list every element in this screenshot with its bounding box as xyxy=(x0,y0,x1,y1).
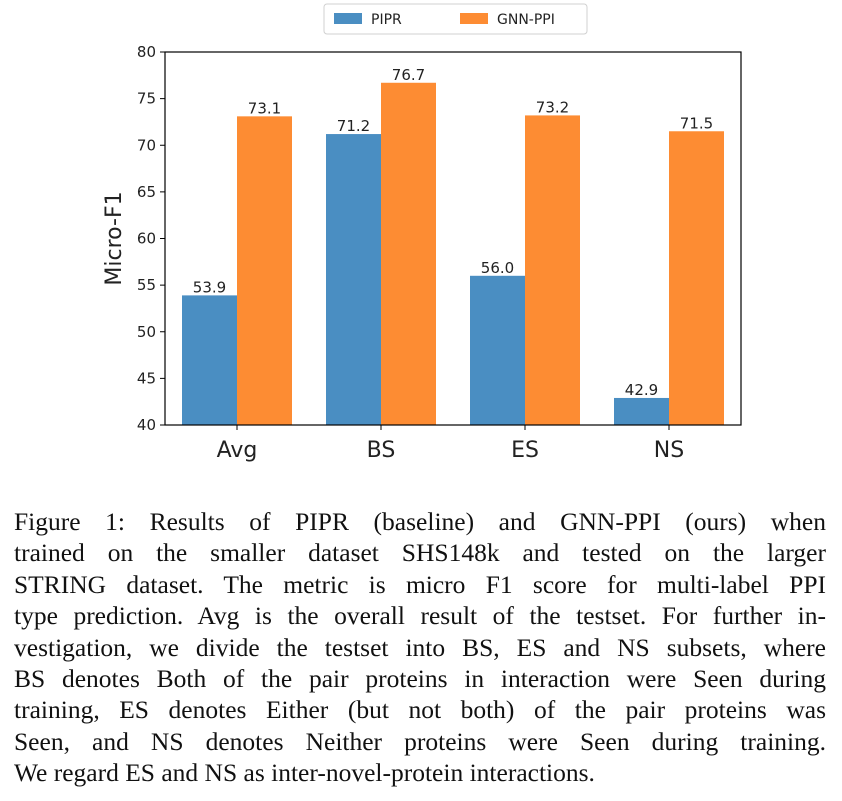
legend-box xyxy=(323,3,588,35)
plot-frame xyxy=(164,51,742,426)
y-tick-label: 55 xyxy=(137,276,156,294)
legend-swatch-pipr xyxy=(334,13,362,24)
bar-pipr-avg xyxy=(182,295,237,425)
x-tick-label: ES xyxy=(511,438,539,463)
data-label: 73.1 xyxy=(248,99,281,117)
data-label: 71.5 xyxy=(680,114,713,132)
bar-gnn-ppi-ns xyxy=(669,131,724,425)
bar-pipr-es xyxy=(470,275,525,425)
data-label: 56.0 xyxy=(481,259,514,277)
data-label: 71.2 xyxy=(337,117,370,135)
y-tick-label: 45 xyxy=(137,369,156,387)
caption-line: vestigation, we divide the testset into … xyxy=(14,632,826,662)
y-tick-label: 80 xyxy=(137,43,156,61)
bar-pipr-ns xyxy=(614,397,669,425)
bar-gnn-ppi-bs xyxy=(381,82,436,426)
caption-line: trained on the smaller dataset SHS148k a… xyxy=(14,538,826,568)
x-tick-label: Avg xyxy=(217,438,258,463)
caption-line: Figure 1: Results of PIPR (baseline) and… xyxy=(14,507,826,536)
bar-gnn-ppi-es xyxy=(525,115,580,425)
caption-line: training, ES denotes Either (but not bot… xyxy=(14,695,826,725)
y-tick-label: 60 xyxy=(137,230,156,248)
y-tick-label: 50 xyxy=(137,323,156,341)
caption-line: type prediction. Avg is the overall resu… xyxy=(14,601,826,631)
data-label: 42.9 xyxy=(625,381,658,399)
data-label: 76.7 xyxy=(392,66,425,84)
bar-gnn-ppi-avg xyxy=(237,116,292,425)
y-axis-label: Micro-F1 xyxy=(102,191,127,285)
legend-swatch-gnn-ppi xyxy=(460,13,488,24)
legend: PIPR GNN-PPI xyxy=(323,3,588,35)
bar-chart: PIPR GNN-PPI 53.9 73.1 71.2 76.7 56.0 73.2 42.9… xyxy=(102,3,742,463)
x-tick-label: NS xyxy=(654,438,684,463)
y-axis: 40 45 50 55 60 65 70 75 80 xyxy=(137,43,165,434)
caption-line: Seen, and NS denotes Neither proteins we… xyxy=(14,726,826,756)
figure-caption: Figure 1: Results of PIPR (baseline) and… xyxy=(14,506,826,789)
x-axis: Avg BS ES NS xyxy=(217,425,684,463)
legend-label: GNN-PPI xyxy=(497,12,555,28)
y-tick-label: 70 xyxy=(137,136,156,154)
caption-line: BS denotes Both of the pair proteins in … xyxy=(14,664,826,694)
caption-line: STRING dataset. The metric is micro F1 s… xyxy=(14,569,826,599)
x-tick-label: BS xyxy=(367,438,396,463)
y-tick-label: 40 xyxy=(137,416,156,434)
bar-pipr-bs xyxy=(326,134,381,425)
data-label: 53.9 xyxy=(193,278,226,296)
bars: 53.9 73.1 71.2 76.7 56.0 73.2 42.9 71.5 xyxy=(182,66,724,426)
y-tick-label: 65 xyxy=(137,183,156,201)
caption-line: We regard ES and NS as inter-novel-prote… xyxy=(14,758,595,788)
legend-label: PIPR xyxy=(371,12,402,28)
y-tick-label: 75 xyxy=(137,90,156,108)
data-label: 73.2 xyxy=(536,98,569,116)
